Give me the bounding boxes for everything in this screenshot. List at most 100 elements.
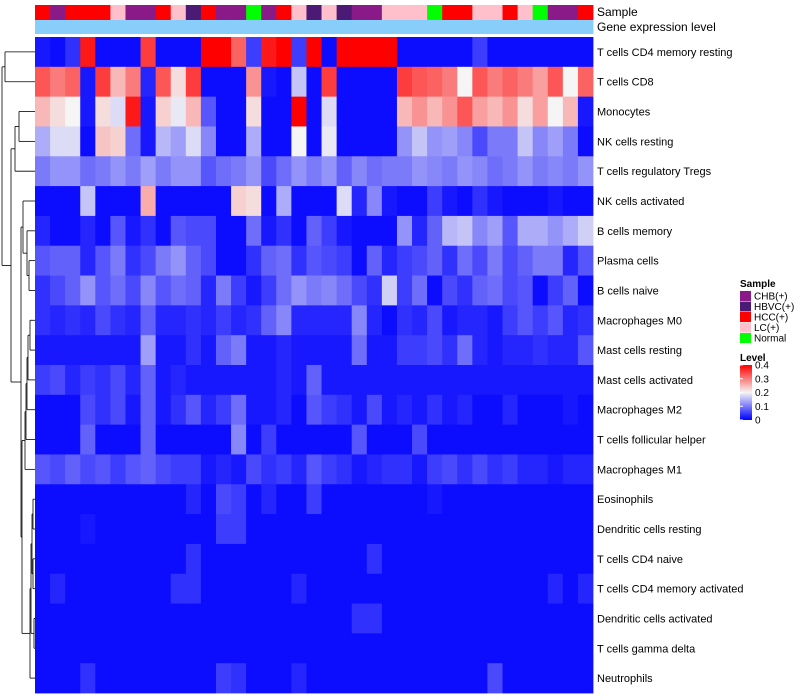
heatmap-cell: [170, 275, 187, 306]
heatmap-cell: [487, 335, 503, 366]
legend-sample-items: CHB(+)HBVC(+)HCC(+)LC(+)Normal: [740, 291, 794, 345]
heatmap-cell: [185, 514, 202, 545]
heatmap-cell: [502, 424, 518, 455]
sample-annotation-cell: [306, 5, 322, 20]
heatmap-cell: [276, 305, 292, 336]
heatmap-cell: [517, 245, 534, 276]
row-label: T cells CD4 memory resting: [597, 47, 733, 59]
heatmap-cell: [562, 365, 579, 396]
heatmap-cell: [577, 514, 594, 545]
heatmap-cell: [276, 126, 292, 157]
heatmap-cell: [50, 335, 66, 366]
heatmap-cell: [472, 37, 488, 68]
heatmap-cell: [246, 215, 262, 247]
heatmap-cell: [246, 245, 262, 276]
row-label: Neutrophils: [597, 673, 653, 685]
heatmap-cell: [547, 156, 564, 187]
heatmap-cell: [185, 215, 202, 247]
heatmap-cell: [185, 37, 202, 68]
heatmap-cell: [140, 514, 157, 545]
heatmap-cell: [140, 424, 157, 455]
heatmap-cell: [276, 66, 292, 98]
heatmap-cell: [412, 156, 428, 187]
row-dendrogram: [1, 51, 35, 679]
heatmap-cell: [562, 156, 579, 187]
gene-expression-annotation-cell: [366, 20, 383, 34]
heatmap-cell: [200, 96, 217, 127]
heatmap-cell: [291, 66, 307, 98]
heatmap-cell: [562, 275, 579, 306]
heatmap-cell: [261, 543, 277, 575]
heatmap-cell: [140, 543, 157, 575]
heatmap-cell: [412, 573, 428, 604]
heatmap-cell: [215, 454, 232, 485]
heatmap-cell: [125, 275, 141, 306]
heatmap-cell: [532, 156, 549, 187]
heatmap-cell: [140, 126, 157, 157]
heatmap-cell: [125, 424, 141, 455]
heatmap-cell: [95, 96, 111, 127]
heatmap-cell: [185, 186, 202, 217]
heatmap-cell: [366, 335, 383, 366]
heatmap-cell: [532, 603, 549, 634]
heatmap-cell: [80, 186, 96, 217]
sample-annotation-cell: [35, 5, 51, 20]
gene-expression-annotation-cell: [517, 20, 534, 34]
heatmap-cell: [562, 454, 579, 485]
heatmap-cell: [50, 66, 66, 98]
sample-annotation-cell: [336, 5, 353, 20]
heatmap-cell: [366, 96, 383, 127]
heatmap-cell: [562, 37, 579, 68]
heatmap-cell: [412, 37, 428, 68]
heatmap-cell: [547, 126, 564, 157]
heatmap-cell: [276, 275, 292, 306]
gene-expression-annotation-cell: [457, 20, 473, 34]
heatmap-cell: [517, 37, 534, 68]
heatmap-cell: [185, 365, 202, 396]
heatmap-cell: [185, 484, 202, 515]
heatmap-cell: [231, 573, 247, 604]
heatmap-cell: [95, 424, 111, 455]
heatmap-cell: [215, 66, 232, 98]
heatmap-cell: [321, 37, 338, 68]
heatmap-cell: [321, 186, 338, 217]
heatmap-cell: [50, 633, 66, 664]
heatmap-cell: [472, 573, 488, 604]
heatmap-cell: [246, 305, 262, 336]
heatmap-cell: [396, 424, 413, 455]
heatmap-cell: [155, 335, 172, 366]
heatmap-cell: [35, 215, 51, 247]
heatmap-cell: [215, 126, 232, 157]
sample-annotation-cell: [110, 5, 126, 20]
heatmap-cell: [65, 514, 81, 545]
heatmap-cell: [336, 663, 353, 694]
heatmap-cell: [351, 514, 368, 545]
heatmap-cell: [125, 335, 141, 366]
heatmap-cell: [336, 603, 353, 634]
heatmap-cell: [125, 37, 141, 68]
heatmap-cell: [155, 394, 172, 426]
heatmap-cell: [427, 484, 443, 515]
gene-expression-annotation-cell: [351, 20, 368, 34]
heatmap-cell: [231, 484, 247, 515]
heatmap-cell: [291, 126, 307, 157]
heatmap-cell: [321, 96, 338, 127]
heatmap-cell: [396, 335, 413, 366]
heatmap-cell: [396, 305, 413, 336]
heatmap-cell: [140, 573, 157, 604]
heatmap-cell: [532, 454, 549, 485]
heatmap-cell: [547, 186, 564, 217]
heatmap-cell: [427, 305, 443, 336]
heatmap-cell: [351, 245, 368, 276]
heatmap-cell: [35, 514, 51, 545]
heatmap-cell: [487, 126, 503, 157]
gene-expression-annotation-cell: [185, 20, 202, 34]
heatmap-cell: [276, 156, 292, 187]
heatmap-cell: [125, 603, 141, 634]
heatmap-cell: [517, 96, 534, 127]
heatmap-cell: [170, 156, 187, 187]
heatmap-cell: [336, 126, 353, 157]
heatmap-cell: [366, 573, 383, 604]
heatmap-cell: [351, 394, 368, 426]
heatmap-cell: [427, 514, 443, 545]
